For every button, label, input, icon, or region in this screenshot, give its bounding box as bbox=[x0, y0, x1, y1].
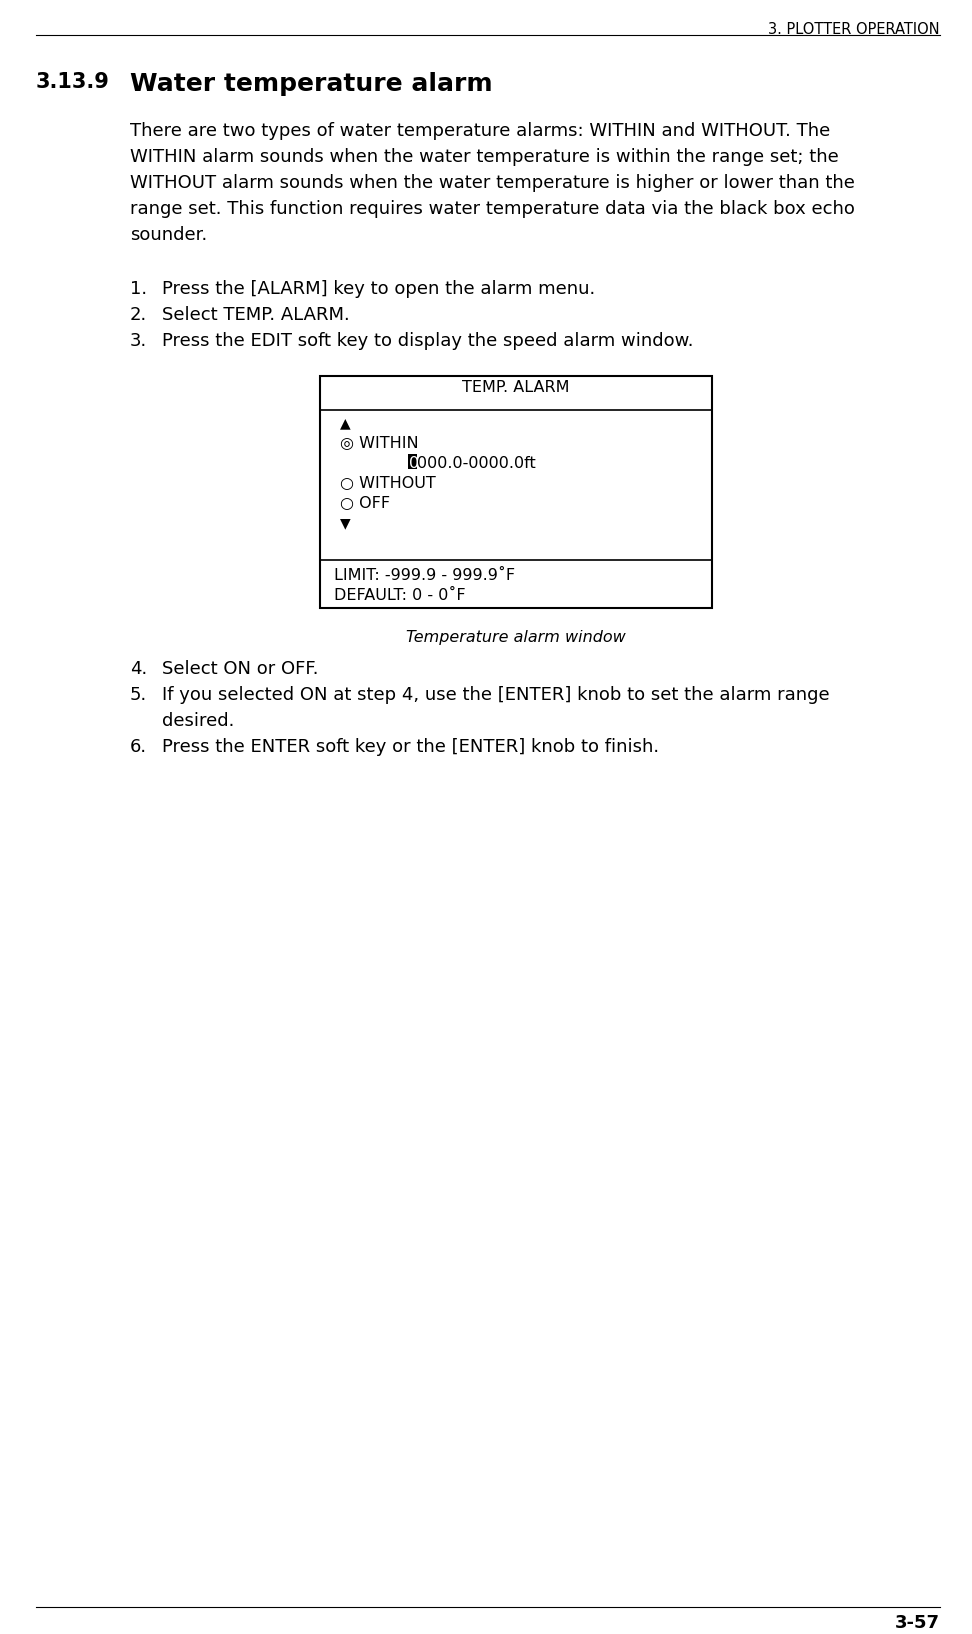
Text: Press the EDIT soft key to display the speed alarm window.: Press the EDIT soft key to display the s… bbox=[162, 332, 693, 350]
Text: ▲: ▲ bbox=[340, 417, 351, 430]
Text: 000.0-0000.0ft: 000.0-0000.0ft bbox=[417, 456, 536, 471]
Text: There are two types of water temperature alarms: WITHIN and WITHOUT. The: There are two types of water temperature… bbox=[130, 123, 830, 141]
Text: 3.13.9: 3.13.9 bbox=[36, 72, 110, 92]
Text: 4.: 4. bbox=[130, 660, 147, 678]
Text: desired.: desired. bbox=[162, 712, 234, 730]
Text: 1.: 1. bbox=[130, 279, 147, 297]
Text: Select TEMP. ALARM.: Select TEMP. ALARM. bbox=[162, 306, 350, 324]
Text: Select ON or OFF.: Select ON or OFF. bbox=[162, 660, 319, 678]
Text: Press the ENTER soft key or the [ENTER] knob to finish.: Press the ENTER soft key or the [ENTER] … bbox=[162, 739, 659, 757]
Text: ◎ WITHIN: ◎ WITHIN bbox=[340, 436, 419, 451]
Text: Water temperature alarm: Water temperature alarm bbox=[130, 72, 493, 96]
Text: range set. This function requires water temperature data via the black box echo: range set. This function requires water … bbox=[130, 199, 855, 217]
Text: 3-57: 3-57 bbox=[895, 1614, 940, 1632]
Text: WITHOUT alarm sounds when the water temperature is higher or lower than the: WITHOUT alarm sounds when the water temp… bbox=[130, 173, 855, 193]
Text: 3.: 3. bbox=[130, 332, 147, 350]
Text: 3. PLOTTER OPERATION: 3. PLOTTER OPERATION bbox=[769, 21, 940, 38]
Text: WITHIN alarm sounds when the water temperature is within the range set; the: WITHIN alarm sounds when the water tempe… bbox=[130, 149, 839, 167]
Text: sounder.: sounder. bbox=[130, 225, 207, 243]
Text: ○ OFF: ○ OFF bbox=[340, 497, 390, 511]
Text: DEFAULT: 0 - 0˚F: DEFAULT: 0 - 0˚F bbox=[334, 588, 466, 603]
Text: Temperature alarm window: Temperature alarm window bbox=[406, 631, 626, 645]
Text: 0: 0 bbox=[409, 456, 419, 471]
Text: TEMP. ALARM: TEMP. ALARM bbox=[463, 381, 570, 395]
Text: LIMIT: -999.9 - 999.9˚F: LIMIT: -999.9 - 999.9˚F bbox=[334, 569, 515, 583]
Bar bbox=[408, 454, 417, 469]
Text: Press the [ALARM] key to open the alarm menu.: Press the [ALARM] key to open the alarm … bbox=[162, 279, 595, 297]
Text: 6.: 6. bbox=[130, 739, 147, 757]
Text: ○ WITHOUT: ○ WITHOUT bbox=[340, 475, 435, 490]
Bar bbox=[320, 376, 712, 608]
Text: ▼: ▼ bbox=[340, 516, 351, 529]
Text: If you selected ON at step 4, use the [ENTER] knob to set the alarm range: If you selected ON at step 4, use the [E… bbox=[162, 686, 830, 704]
Text: 2.: 2. bbox=[130, 306, 147, 324]
Text: 5.: 5. bbox=[130, 686, 147, 704]
